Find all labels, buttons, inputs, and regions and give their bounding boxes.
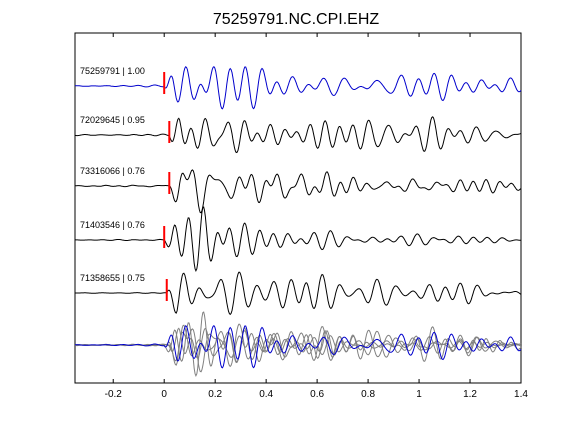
x-tick-label: -0.2 <box>105 389 123 400</box>
chart-title: 75259791.NC.CPI.EHZ <box>213 11 380 28</box>
trace-label: 71403546 | 0.76 <box>80 220 145 230</box>
trace-label: 72029645 | 0.95 <box>80 115 145 125</box>
trace-row: 71403546 | 0.76 <box>74 206 521 273</box>
x-tick-label: 0.2 <box>208 389 222 400</box>
x-axis: -0.2 0 0.2 0.4 0.6 0.8 1 1.2 1.4 <box>105 33 528 400</box>
trace-row: 71358655 | 0.75 <box>75 271 522 316</box>
trace-row: 73316066 | 0.76 <box>75 166 522 214</box>
trace-line <box>75 271 522 316</box>
stack-trace-line <box>74 326 522 364</box>
stacked-overlay <box>74 311 522 378</box>
x-tick-label: 0.6 <box>310 389 324 400</box>
trace-label: 73316066 | 0.76 <box>80 166 145 176</box>
x-tick-label: 1.4 <box>514 389 528 400</box>
trace-row: 72029645 | 0.95 <box>74 115 522 154</box>
trace-line <box>74 206 521 273</box>
trace-label: 75259791 | 1.00 <box>80 66 145 76</box>
x-tick-label: 0.4 <box>259 389 273 400</box>
trace-line <box>74 116 522 154</box>
trace-label: 71358655 | 0.75 <box>80 273 145 283</box>
traces-layer: 75259791 | 1.00 72029645 | 0.95 73316066 |… <box>74 65 522 378</box>
trace-line <box>75 169 522 214</box>
trace-row: 75259791 | 1.00 <box>75 65 522 110</box>
x-tick-label: 1 <box>416 389 422 400</box>
reference-trace-line <box>75 65 522 110</box>
x-tick-label: 0 <box>161 389 167 400</box>
stack-reference-line <box>75 324 522 369</box>
x-tick-label: 1.2 <box>463 389 477 400</box>
x-tick-label: 0.8 <box>361 389 375 400</box>
